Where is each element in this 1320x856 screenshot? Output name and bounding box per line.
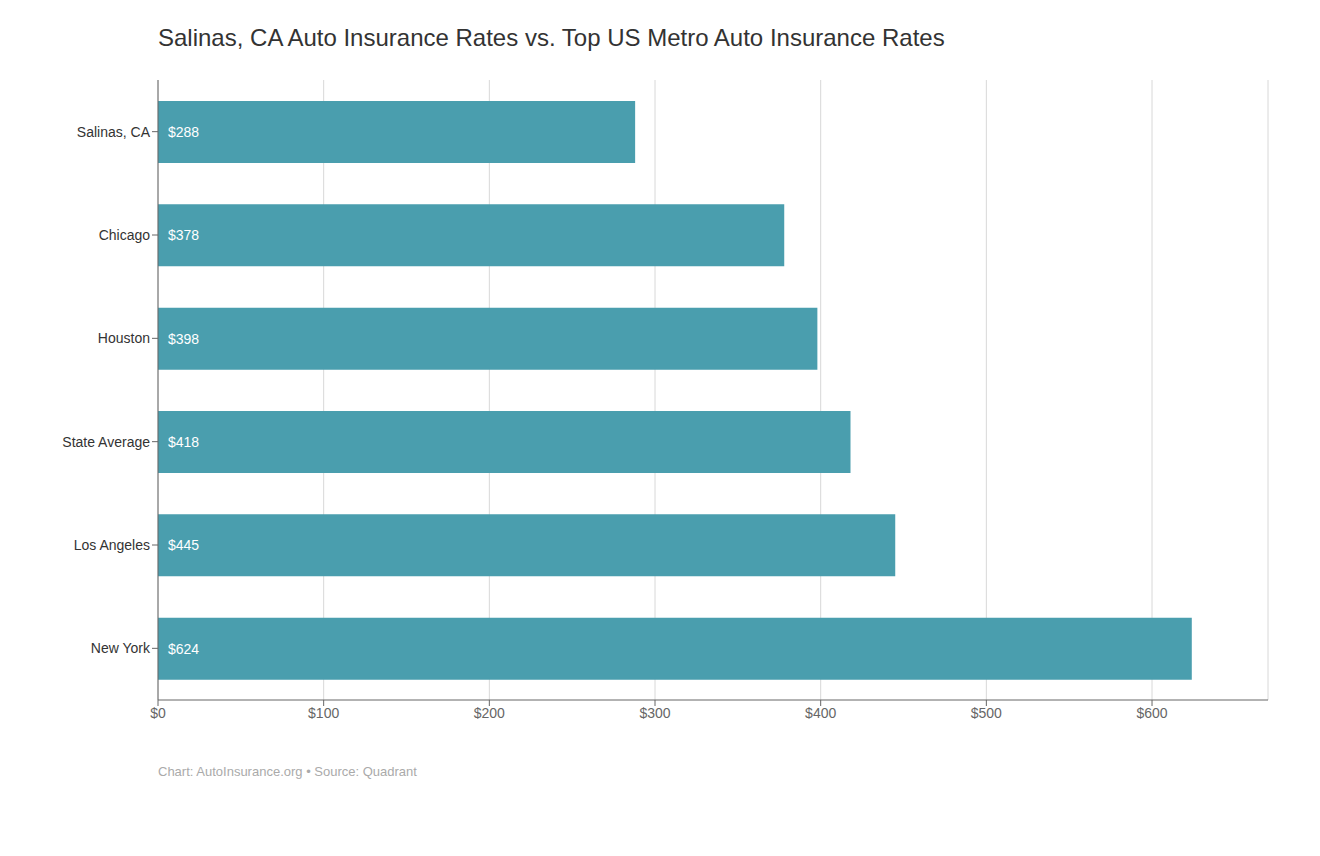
svg-text:$400: $400: [805, 705, 836, 721]
html-text:Chart: AutoInsurance.org • Sou: Chart: AutoInsurance.org • Source: Quadr…: [158, 764, 417, 779]
svg-text:$100: $100: [308, 705, 339, 721]
svg-text:$288: $288: [168, 124, 199, 140]
svg-text:$624: $624: [168, 641, 199, 657]
svg-text:$200: $200: [474, 705, 505, 721]
svg-text:New York: New York: [91, 640, 151, 656]
svg-text:$398: $398: [168, 331, 199, 347]
svg-text:Salinas, CA: Salinas, CA: [77, 124, 151, 140]
svg-text:$418: $418: [168, 434, 199, 450]
svg-text:$445: $445: [168, 537, 199, 553]
svg-text:Los Angeles: Los Angeles: [74, 537, 150, 553]
html-text:Salinas, CA Auto Insurance Rat: Salinas, CA Auto Insurance Rates vs. Top…: [158, 24, 945, 51]
svg-text:$300: $300: [639, 705, 670, 721]
svg-text:$378: $378: [168, 227, 199, 243]
svg-text:State Average: State Average: [62, 434, 150, 450]
svg-text:Houston: Houston: [98, 330, 150, 346]
svg-text:$500: $500: [971, 705, 1002, 721]
svg-text:$0: $0: [150, 705, 166, 721]
svg-text:$600: $600: [1136, 705, 1167, 721]
svg-text:Chicago: Chicago: [99, 227, 151, 243]
